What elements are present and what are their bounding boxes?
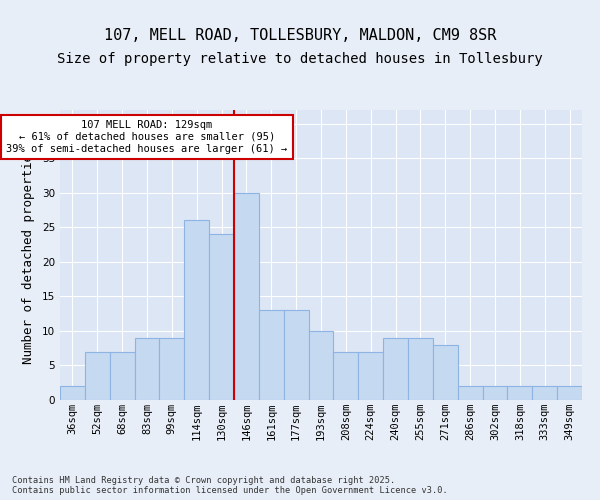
- Bar: [134, 338, 160, 400]
- Bar: [482, 386, 508, 400]
- Bar: [358, 352, 383, 400]
- Text: 107, MELL ROAD, TOLLESBURY, MALDON, CM9 8SR: 107, MELL ROAD, TOLLESBURY, MALDON, CM9 …: [104, 28, 496, 42]
- Bar: [408, 338, 433, 400]
- Text: 107 MELL ROAD: 129sqm
← 61% of detached houses are smaller (95)
39% of semi-deta: 107 MELL ROAD: 129sqm ← 61% of detached …: [7, 120, 287, 154]
- Text: Size of property relative to detached houses in Tollesbury: Size of property relative to detached ho…: [57, 52, 543, 66]
- Bar: [383, 338, 408, 400]
- Bar: [60, 386, 85, 400]
- Bar: [433, 345, 458, 400]
- Bar: [184, 220, 209, 400]
- Bar: [334, 352, 358, 400]
- Bar: [458, 386, 482, 400]
- Bar: [557, 386, 582, 400]
- Bar: [284, 310, 308, 400]
- Bar: [85, 352, 110, 400]
- Bar: [209, 234, 234, 400]
- Bar: [259, 310, 284, 400]
- Bar: [532, 386, 557, 400]
- Bar: [234, 193, 259, 400]
- Text: Contains HM Land Registry data © Crown copyright and database right 2025.
Contai: Contains HM Land Registry data © Crown c…: [12, 476, 448, 495]
- Bar: [110, 352, 134, 400]
- Bar: [308, 331, 334, 400]
- Y-axis label: Number of detached properties: Number of detached properties: [22, 146, 35, 364]
- Bar: [508, 386, 532, 400]
- Bar: [160, 338, 184, 400]
